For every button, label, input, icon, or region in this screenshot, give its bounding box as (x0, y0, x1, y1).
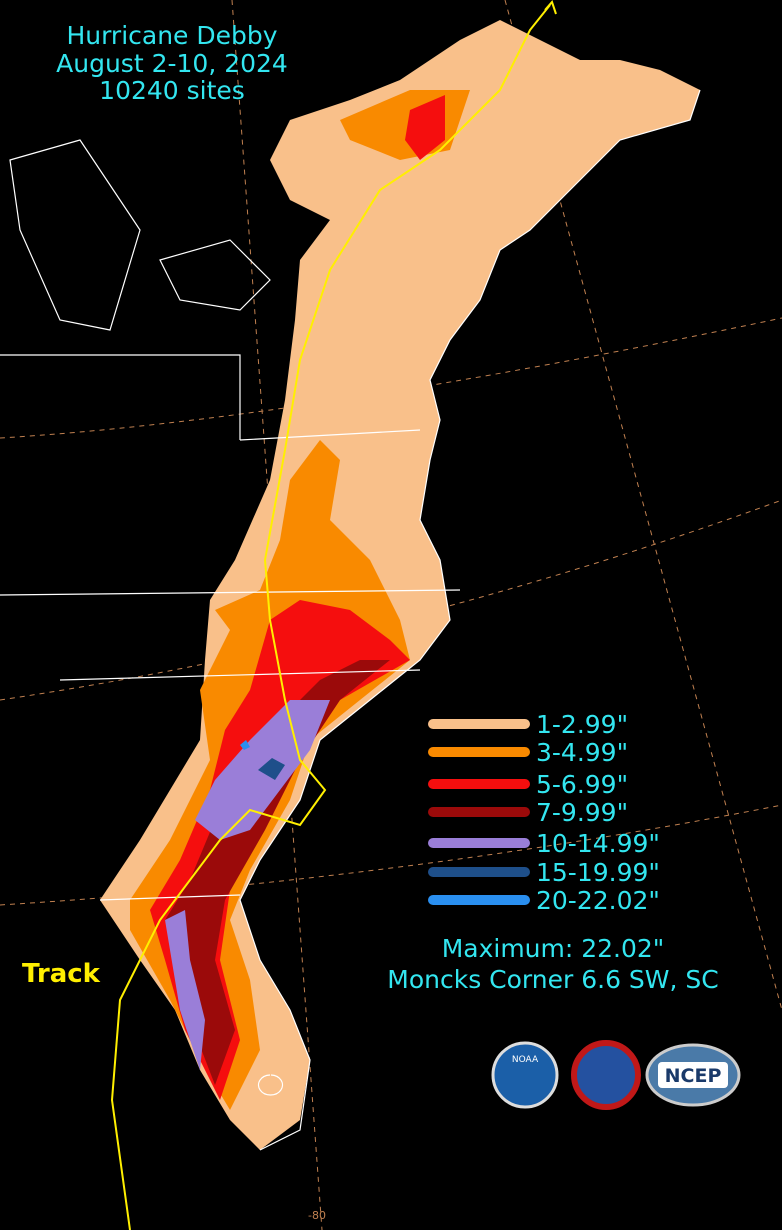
track-label: Track (22, 959, 101, 989)
legend-label: 1-2.99" (536, 710, 628, 739)
boundaries (0, 89, 701, 1151)
maximum-value: Maximum: 22.02" (442, 934, 665, 963)
legend-label: 7-9.99" (536, 798, 628, 827)
lake-outline (9, 139, 141, 331)
legend-label: 10-14.99" (536, 829, 660, 858)
rain-5 (165, 910, 205, 1070)
title: 10240 sites (99, 76, 245, 105)
storm-track (110, 4, 551, 1230)
title: August 2-10, 2024 (56, 49, 288, 78)
noaa-text: NOAA (512, 1055, 539, 1065)
legend-label: 5-6.99" (536, 770, 628, 799)
state-line (239, 429, 421, 441)
legend-label: 3-4.99" (536, 738, 628, 767)
state-line (59, 669, 421, 681)
rain-7 (240, 740, 250, 750)
track-arrow (544, 0, 557, 15)
state-line (99, 894, 241, 901)
rain-6 (258, 758, 285, 780)
rain-3 (405, 95, 445, 160)
title: Hurricane Debby (66, 21, 277, 50)
ncep-plate (658, 1062, 728, 1088)
lake-outline (159, 239, 271, 311)
rain-swath (100, 20, 700, 1150)
lat-line (0, 317, 782, 439)
maximum-location: Moncks Corner 6.6 SW, SC (387, 965, 718, 994)
state-line (0, 354, 241, 440)
noaa-logo (491, 1041, 559, 1109)
legend-label: 20-22.02" (536, 886, 660, 915)
legend: 1-2.99"3-4.99" 5-6.99"7-9.99"10-14.99"15-… (428, 710, 660, 915)
logos: NOAA NCEP (491, 1040, 741, 1110)
coastline (239, 89, 701, 1151)
state-line (0, 589, 461, 596)
legend-label: 15-19.99" (536, 858, 660, 887)
grid-label: -80 (308, 1209, 326, 1222)
lake-okeechobee (257, 1074, 284, 1096)
nws-logo (571, 1040, 641, 1110)
ncep-text: NCEP (665, 1065, 722, 1087)
